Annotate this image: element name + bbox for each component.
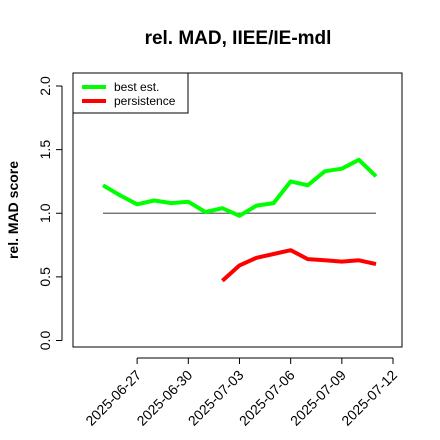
legend-label: persistence	[114, 94, 176, 108]
y-tick-label: 2.0	[37, 76, 53, 96]
series-line-best-est	[101, 157, 378, 218]
series-line-persistence	[221, 248, 377, 283]
x-tick-label: 2025-07-12	[338, 367, 400, 429]
y-axis: 0.0 0.5 1.0 1.5 2.0	[37, 76, 63, 351]
y-tick-label: 1.0	[37, 203, 53, 223]
chart-title: rel. MAD, IIEE/IE-mdl	[145, 28, 332, 49]
legend: best est.persistence	[72, 72, 189, 114]
x-axis: 2025-06-272025-06-302025-07-032025-07-06…	[82, 357, 400, 429]
y-axis-label: rel. MAD score	[5, 161, 21, 259]
legend-box	[72, 72, 189, 114]
y-tick-label: 0.0	[37, 331, 53, 351]
legend-label: best est.	[114, 80, 159, 94]
y-tick-label: 0.5	[37, 267, 53, 287]
plot-frame	[72, 72, 403, 348]
y-tick-label: 1.5	[37, 140, 53, 160]
series-layer	[101, 157, 378, 283]
